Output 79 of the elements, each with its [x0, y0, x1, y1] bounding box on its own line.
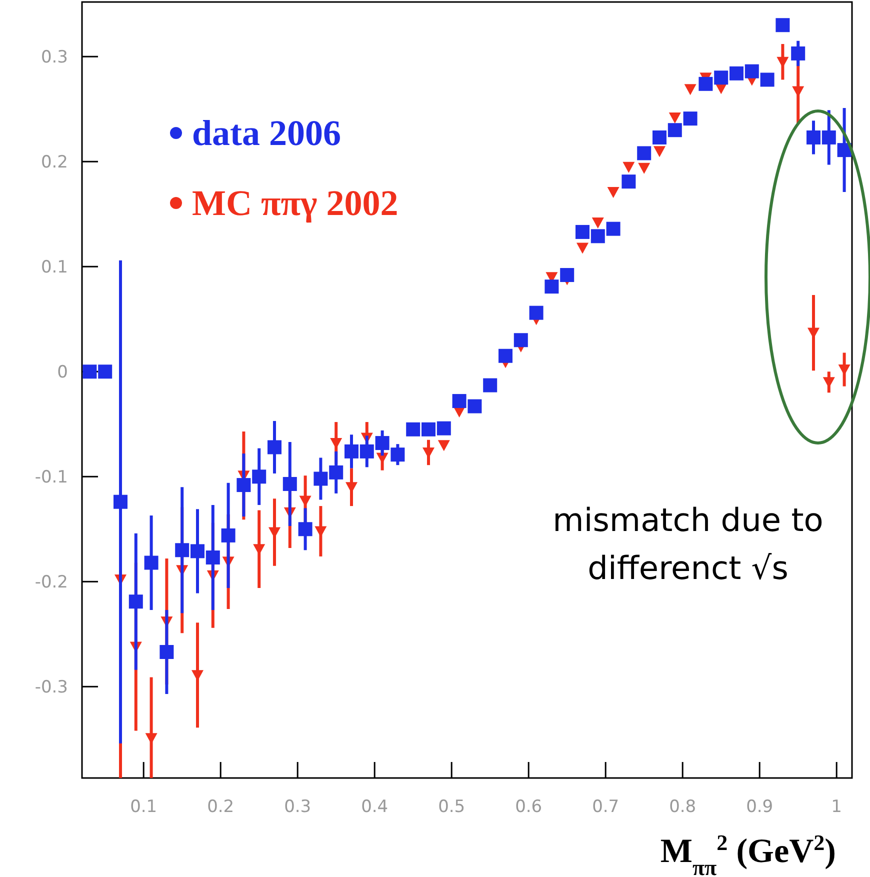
point — [637, 146, 652, 160]
point — [452, 394, 466, 408]
point — [698, 76, 713, 91]
point — [98, 364, 112, 379]
point — [744, 64, 759, 78]
point — [683, 112, 698, 126]
point — [390, 448, 405, 462]
point — [128, 594, 143, 609]
x-tick-label: 0.8 — [669, 797, 696, 817]
point — [344, 444, 358, 458]
x-tick-label: 0.1 — [130, 797, 158, 817]
point — [160, 644, 174, 659]
point — [314, 472, 328, 486]
annotation: mismatch due to differenct √s — [552, 501, 824, 587]
point — [206, 550, 220, 564]
x-tick-label: 0.2 — [207, 797, 234, 817]
point — [714, 70, 728, 85]
point — [607, 187, 620, 198]
x-tick-label: 0.9 — [746, 797, 774, 817]
point — [375, 436, 390, 450]
point — [622, 162, 635, 173]
point — [652, 130, 666, 144]
point — [684, 84, 696, 96]
point — [560, 268, 574, 282]
point — [422, 422, 436, 436]
point — [590, 229, 605, 244]
x-tick-label: 0.3 — [284, 797, 312, 817]
point — [436, 421, 451, 436]
point — [268, 440, 282, 454]
point — [606, 222, 620, 236]
point — [438, 440, 450, 452]
point — [282, 476, 297, 491]
point — [221, 528, 236, 542]
point — [144, 556, 158, 570]
x-tick-label: 0.5 — [438, 797, 466, 817]
point — [791, 46, 806, 60]
y-tick-label: -0.3 — [34, 678, 68, 698]
point — [82, 364, 97, 379]
point — [498, 348, 512, 363]
point — [252, 470, 266, 484]
point — [638, 162, 650, 174]
legend-label: data 2006 — [192, 113, 342, 153]
point — [529, 306, 544, 320]
y-tick-label: -0.2 — [34, 572, 68, 593]
point — [654, 146, 666, 158]
point — [806, 130, 820, 144]
x-tick-label: 0.6 — [515, 797, 542, 817]
point — [406, 422, 420, 436]
point — [329, 465, 344, 480]
point — [822, 130, 836, 144]
point — [298, 522, 312, 536]
y-tick-label: 0.3 — [40, 48, 68, 68]
point — [483, 378, 498, 392]
point — [514, 333, 528, 348]
point — [622, 174, 636, 189]
point — [114, 494, 128, 509]
point — [668, 123, 682, 138]
point — [592, 218, 604, 229]
y-tick-label: -0.1 — [34, 468, 68, 488]
x-axis-title: M$_{ππ}$$^{2}$ (GeV$^{2}$) — [660, 830, 836, 877]
point — [576, 242, 588, 254]
point — [760, 72, 774, 87]
x-tick-label: 0.7 — [592, 797, 620, 817]
point — [190, 544, 204, 558]
point — [776, 18, 790, 32]
y-tick-label: 0.1 — [40, 258, 68, 278]
legend-label: MC ππγ 2002 — [192, 183, 398, 223]
x-tick-label: 1 — [831, 797, 842, 817]
point — [468, 399, 482, 414]
point — [236, 478, 251, 492]
point — [730, 66, 744, 80]
x-tick-label: 0.4 — [361, 797, 388, 817]
point — [576, 224, 590, 239]
point — [360, 444, 374, 458]
point — [544, 280, 559, 294]
y-tick-label: 0.2 — [40, 152, 68, 173]
point — [175, 543, 190, 558]
y-tick-label: 0 — [57, 362, 68, 383]
point — [668, 112, 681, 124]
